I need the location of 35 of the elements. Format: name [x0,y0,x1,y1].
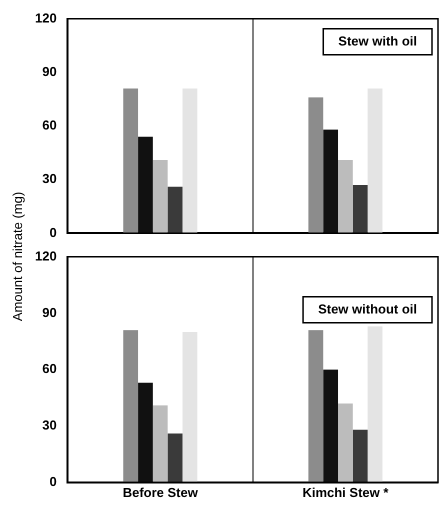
bar [308,97,324,234]
y-tick-label: 30 [42,418,57,433]
bar [152,405,168,482]
y-tick-label: 30 [42,171,57,186]
bar [168,434,182,482]
bar [308,330,324,482]
text: Stew with oil [338,33,418,48]
bar [138,382,153,482]
bar [123,330,138,482]
bar [352,184,368,234]
y-tick-label: 90 [42,64,57,79]
bar [182,332,198,482]
bar [323,370,338,482]
bar [338,160,353,234]
bar [168,186,182,234]
y-tick-label: 120 [34,10,57,26]
y-tick-label: 120 [34,248,57,264]
bar [368,326,382,482]
bar [138,136,153,234]
bar [152,160,168,234]
bar [182,88,198,234]
bar [368,88,382,234]
x-tick-label: Kimchi Stew * [302,484,390,500]
x-tick-label: Before Stew [122,484,199,500]
y-tick-label: 0 [49,474,57,489]
text: Stew without oil [318,301,417,316]
bar [123,88,138,234]
y-axis-title: Amount of nitrate (mg) [10,191,26,321]
y-tick-label: 90 [42,304,57,320]
bar [338,403,353,482]
bar [323,130,338,234]
y-tick-label: 60 [42,118,57,133]
y-tick-label: 0 [49,224,57,240]
bar [352,430,368,482]
y-tick-label: 60 [42,361,57,376]
